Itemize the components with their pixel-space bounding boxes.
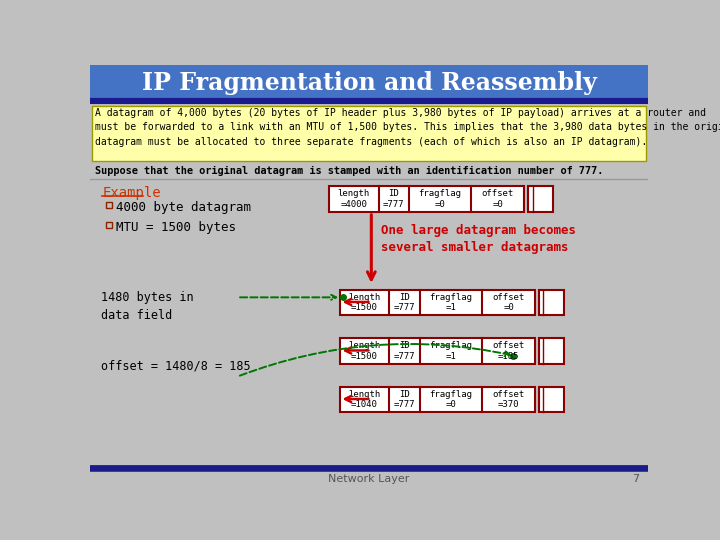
Bar [340, 289, 535, 315]
Text: fragflag
=0: fragflag =0 [429, 390, 472, 409]
Bar [340, 387, 535, 412]
Text: fragflag
=0: fragflag =0 [418, 190, 462, 209]
Text: ID
=777: ID =777 [383, 190, 405, 209]
Text: Example: Example [102, 186, 161, 200]
Text: length
=1500: length =1500 [348, 293, 381, 312]
Text: offset = 1480/8 = 185: offset = 1480/8 = 185 [101, 360, 251, 373]
Bar [106, 222, 112, 228]
Text: fragflag
=1: fragflag =1 [429, 293, 472, 312]
Text: MTU = 1500 bytes: MTU = 1500 bytes [117, 221, 236, 234]
Text: A datagram of 4,000 bytes (20 bytes of IP header plus 3,980 bytes of IP payload): A datagram of 4,000 bytes (20 bytes of I… [96, 108, 720, 147]
Text: 7: 7 [632, 475, 639, 484]
Bar [329, 186, 524, 212]
Text: Suppose that the original datagram is stamped with an identification number of 7: Suppose that the original datagram is st… [96, 166, 604, 176]
Text: ID
=777: ID =777 [394, 341, 415, 361]
Text: IP Fragmentation and Reassembly: IP Fragmentation and Reassembly [142, 71, 596, 94]
Text: Network Layer: Network Layer [328, 475, 410, 484]
Bar [539, 387, 564, 412]
Text: offset
=0: offset =0 [492, 293, 525, 312]
Text: 4000 byte datagram: 4000 byte datagram [117, 201, 251, 214]
Text: offset
=0: offset =0 [482, 190, 514, 209]
Text: 1480 bytes in
data field: 1480 bytes in data field [101, 291, 194, 322]
Text: One large datagram becomes
several smaller datagrams: One large datagram becomes several small… [381, 224, 575, 254]
Bar [539, 289, 564, 315]
Text: fragflag
=1: fragflag =1 [429, 341, 472, 361]
Text: length
=1500: length =1500 [348, 341, 381, 361]
Bar [528, 186, 553, 212]
Text: offset
=185: offset =185 [492, 341, 525, 361]
Text: length
=1040: length =1040 [348, 390, 381, 409]
Text: length
=4000: length =4000 [338, 190, 370, 209]
Bar [340, 338, 535, 363]
Bar [106, 202, 112, 208]
Text: ID
=777: ID =777 [394, 390, 415, 409]
Bar [539, 338, 564, 363]
Bar [90, 65, 648, 100]
Text: offset
=370: offset =370 [492, 390, 525, 409]
Text: ID
=777: ID =777 [394, 293, 415, 312]
Bar [92, 106, 646, 161]
